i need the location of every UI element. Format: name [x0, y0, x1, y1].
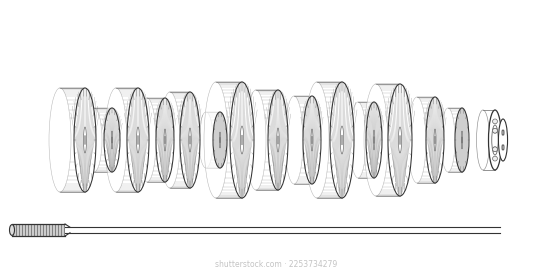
Ellipse shape — [137, 127, 139, 153]
Ellipse shape — [502, 130, 503, 135]
Ellipse shape — [434, 129, 436, 151]
Ellipse shape — [492, 125, 498, 155]
Ellipse shape — [503, 145, 504, 150]
Ellipse shape — [305, 82, 329, 198]
Ellipse shape — [9, 225, 14, 235]
Ellipse shape — [426, 97, 444, 183]
Ellipse shape — [104, 108, 120, 172]
Ellipse shape — [364, 84, 388, 196]
Ellipse shape — [408, 97, 426, 183]
Ellipse shape — [199, 112, 213, 168]
Ellipse shape — [213, 112, 227, 168]
Ellipse shape — [230, 82, 254, 198]
Ellipse shape — [366, 102, 382, 178]
Ellipse shape — [455, 108, 469, 172]
Ellipse shape — [350, 102, 366, 178]
Text: shutterstock.com · 2253734279: shutterstock.com · 2253734279 — [215, 260, 338, 269]
Ellipse shape — [373, 130, 375, 150]
Ellipse shape — [493, 147, 497, 152]
Ellipse shape — [246, 90, 266, 190]
Ellipse shape — [86, 108, 102, 172]
Ellipse shape — [498, 119, 508, 161]
Ellipse shape — [268, 90, 288, 190]
Ellipse shape — [241, 126, 244, 154]
Ellipse shape — [493, 119, 497, 124]
Ellipse shape — [127, 88, 149, 192]
Ellipse shape — [111, 131, 113, 149]
Ellipse shape — [164, 129, 166, 151]
Ellipse shape — [105, 88, 127, 192]
Ellipse shape — [180, 92, 200, 188]
Ellipse shape — [49, 88, 71, 192]
Ellipse shape — [493, 128, 497, 133]
Ellipse shape — [311, 129, 313, 151]
Ellipse shape — [493, 147, 497, 152]
Ellipse shape — [138, 98, 156, 182]
Ellipse shape — [340, 126, 343, 154]
Ellipse shape — [189, 128, 191, 152]
Ellipse shape — [503, 130, 504, 135]
Polygon shape — [12, 224, 65, 236]
Ellipse shape — [493, 156, 497, 161]
Ellipse shape — [303, 96, 321, 184]
Ellipse shape — [156, 98, 174, 182]
Ellipse shape — [399, 127, 401, 153]
Ellipse shape — [84, 127, 86, 153]
Ellipse shape — [204, 82, 228, 198]
Polygon shape — [10, 227, 500, 233]
Ellipse shape — [493, 128, 497, 133]
Ellipse shape — [277, 128, 279, 152]
Ellipse shape — [330, 82, 354, 198]
Ellipse shape — [502, 145, 503, 150]
Ellipse shape — [388, 84, 412, 196]
Ellipse shape — [477, 110, 489, 170]
Ellipse shape — [220, 132, 221, 148]
Ellipse shape — [285, 96, 303, 184]
Ellipse shape — [441, 108, 455, 172]
Ellipse shape — [74, 88, 96, 192]
Ellipse shape — [488, 110, 502, 170]
Ellipse shape — [461, 131, 463, 149]
Ellipse shape — [160, 92, 180, 188]
